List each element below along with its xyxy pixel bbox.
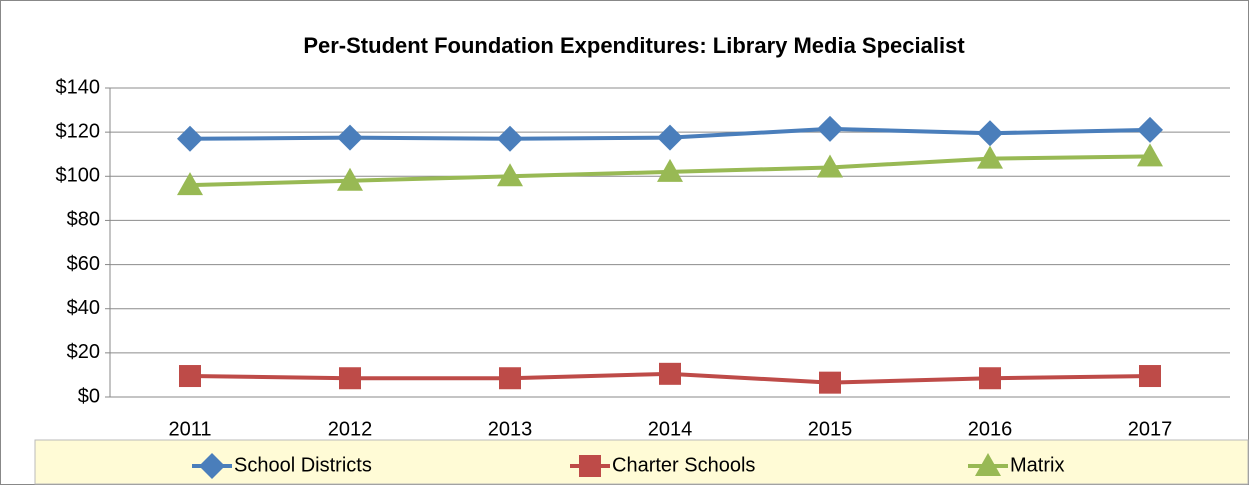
data-point: [339, 367, 361, 390]
data-point: [977, 145, 1003, 169]
x-tick-label: 2011: [168, 418, 211, 440]
y-tick-label: $60: [67, 253, 100, 275]
y-tick-label: $40: [67, 297, 100, 319]
y-tick-label: $100: [56, 165, 101, 187]
y-tick-label: $120: [56, 120, 101, 142]
x-tick-label: 2016: [968, 418, 1013, 440]
data-point: [819, 371, 841, 394]
legend-box: [34, 439, 1249, 485]
legend-marker: [199, 453, 225, 479]
y-tick-label: $0: [78, 385, 100, 407]
legend-label: Charter Schools: [612, 454, 755, 476]
data-point: [177, 172, 203, 196]
legend-label: School Districts: [234, 454, 372, 476]
data-point: [337, 124, 363, 151]
data-point: [337, 167, 363, 191]
data-point: [1137, 116, 1163, 143]
chart-title: Per-Student Foundation Expenditures: Lib…: [303, 33, 965, 58]
y-tick-label: $140: [56, 76, 101, 98]
x-tick-label: 2012: [328, 418, 373, 440]
y-tick-label: $80: [67, 209, 100, 231]
x-tick-label: 2017: [1128, 418, 1173, 440]
x-tick-label: 2013: [488, 418, 533, 440]
y-tick-label: $20: [67, 341, 100, 363]
data-point: [977, 120, 1003, 147]
data-point: [177, 125, 203, 152]
data-point: [979, 367, 1001, 390]
legend-marker: [975, 453, 1001, 476]
legend-label: Matrix: [1010, 454, 1064, 476]
data-point: [499, 367, 521, 390]
data-point: [179, 365, 201, 388]
data-point: [497, 163, 523, 187]
data-point: [497, 125, 523, 152]
data-point: [659, 362, 681, 385]
legend-marker: [579, 455, 601, 477]
data-point: [1137, 143, 1163, 167]
data-point: [817, 154, 843, 178]
data-point: [1139, 365, 1161, 388]
x-tick-label: 2014: [648, 418, 693, 440]
x-tick-label: 2015: [808, 418, 853, 440]
data-point: [657, 158, 683, 182]
data-point: [657, 124, 683, 151]
data-point: [817, 115, 843, 142]
